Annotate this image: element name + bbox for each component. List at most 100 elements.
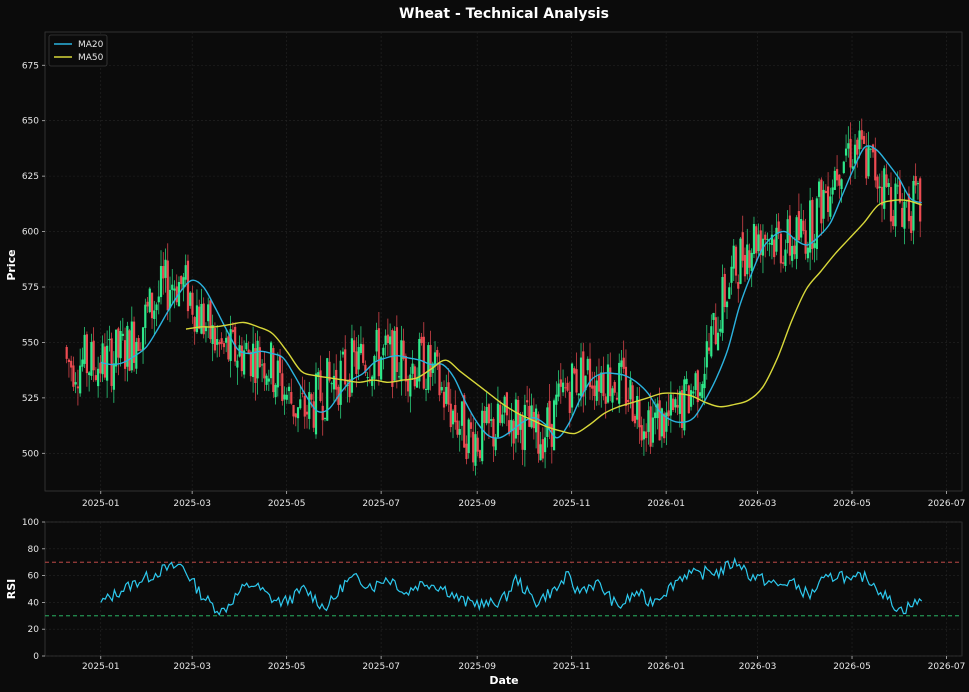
candle-body — [478, 450, 482, 459]
candle-body — [128, 330, 131, 371]
candle-body — [672, 398, 675, 411]
candle-body — [907, 193, 911, 222]
rsi-x-tick-label: 2026-07 — [928, 662, 966, 672]
candle-body — [824, 190, 827, 194]
candle-body — [710, 326, 713, 357]
candle-body — [694, 373, 697, 391]
candle-body — [287, 386, 291, 392]
candle-body — [310, 394, 313, 400]
candle-body — [386, 334, 389, 344]
candle-body — [633, 415, 637, 424]
candle-body — [290, 392, 293, 404]
candle-body — [526, 400, 529, 403]
candle-body — [842, 161, 845, 174]
price-x-tick-label: 2025-09 — [458, 499, 496, 509]
candle-body — [371, 376, 374, 386]
candle-body — [123, 340, 127, 369]
candle-body — [148, 288, 151, 313]
candle-body — [510, 419, 513, 432]
candle-body — [719, 328, 722, 332]
candle-body — [117, 328, 120, 358]
candle-body — [775, 227, 778, 252]
candle-body — [216, 339, 219, 345]
candle-body — [896, 185, 899, 187]
candle-body — [451, 410, 455, 425]
candle-body — [94, 375, 97, 381]
candle-body — [730, 266, 733, 283]
candle-body — [514, 399, 517, 439]
candle-body — [274, 384, 277, 398]
candle-body — [119, 331, 122, 359]
candle-body — [712, 312, 715, 320]
candle-body — [878, 186, 881, 188]
legend-ma20-label: MA20 — [78, 40, 104, 50]
candle-body — [384, 335, 387, 345]
candle-body — [566, 382, 569, 391]
candle-body — [707, 347, 711, 351]
candle-body — [454, 404, 457, 423]
candle-body — [389, 336, 392, 345]
candle-body — [335, 369, 338, 390]
candle-body — [575, 369, 578, 393]
candle-body — [647, 410, 650, 432]
candle-body — [76, 386, 80, 389]
candle-body — [487, 404, 491, 424]
candle-body — [687, 385, 690, 414]
candle-body — [752, 223, 756, 255]
candle-body — [604, 396, 607, 404]
candle-body — [573, 368, 576, 374]
candle-body — [865, 148, 868, 179]
candle-body — [440, 387, 443, 391]
candle-body — [777, 221, 780, 233]
candle-body — [263, 363, 266, 379]
candle-body — [159, 266, 163, 298]
candle-body — [615, 397, 619, 400]
candle-body — [492, 418, 495, 447]
candle-body — [67, 359, 71, 363]
price-y-tick-label: 550 — [22, 338, 39, 348]
candle-body — [137, 338, 140, 352]
candle-body — [782, 262, 785, 264]
candle-body — [698, 392, 702, 396]
candle-body — [802, 220, 805, 231]
candle-body — [213, 328, 217, 351]
candle-body — [355, 351, 358, 374]
candle-body — [703, 373, 706, 389]
candle-body — [256, 340, 259, 379]
candle-body — [364, 364, 367, 374]
candle-body — [795, 217, 798, 259]
candle-body — [860, 130, 863, 140]
candle-body — [640, 425, 643, 441]
candle-body — [638, 400, 641, 428]
candle-body — [424, 388, 428, 390]
candle-body — [629, 379, 632, 400]
candle-body — [912, 180, 915, 231]
candle-body — [613, 382, 616, 393]
candle-body — [696, 370, 699, 403]
candle-body — [768, 243, 771, 245]
candle-body — [413, 366, 416, 387]
candle-body — [916, 183, 920, 185]
candle-body — [173, 288, 176, 291]
candle-body — [809, 200, 812, 253]
price-y-tick-label: 575 — [22, 283, 39, 293]
candle-body — [811, 199, 814, 250]
candle-body — [669, 394, 672, 416]
candle-body — [400, 340, 403, 382]
candle-body — [654, 412, 657, 419]
candle-body — [663, 413, 666, 439]
candle-body — [402, 340, 405, 359]
candle-body — [294, 413, 297, 418]
candle-body — [591, 385, 594, 389]
candle-body — [350, 338, 354, 393]
candle-body — [267, 378, 270, 382]
candle-body — [368, 379, 371, 381]
candle-body — [856, 139, 859, 155]
candle-body — [397, 376, 401, 378]
candle-body — [885, 174, 888, 187]
candle-body — [871, 144, 875, 153]
candle-body — [815, 198, 818, 250]
candle-body — [561, 382, 565, 393]
candle-body — [894, 183, 897, 227]
